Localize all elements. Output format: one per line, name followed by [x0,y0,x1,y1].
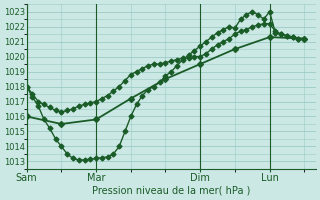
X-axis label: Pression niveau de la mer( hPa ): Pression niveau de la mer( hPa ) [92,186,251,196]
